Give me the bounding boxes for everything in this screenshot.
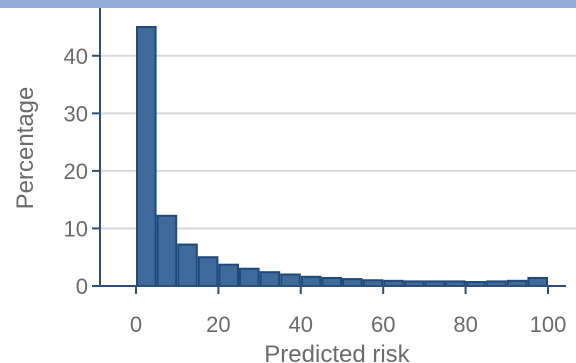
axes (92, 8, 566, 294)
x-axis-title: Predicted risk (264, 341, 410, 363)
top-header-band (0, 0, 576, 8)
histogram-bar (527, 276, 549, 288)
histogram-bar (342, 278, 363, 287)
tick-labels: 0 10 20 30 40 0 20 40 60 80 100 (64, 44, 567, 337)
y-tick-label: 20 (64, 159, 88, 184)
histogram-bar (280, 273, 301, 288)
histogram-bar (259, 271, 281, 288)
x-tick-label: 60 (371, 312, 395, 337)
histogram-bar (156, 214, 178, 288)
x-tick-label: 100 (530, 312, 567, 337)
y-tick-label: 0 (76, 274, 88, 299)
histogram-bar (136, 26, 157, 287)
histogram-bar (218, 263, 239, 287)
y-tick-label: 30 (64, 101, 88, 126)
grid-lines (100, 54, 576, 230)
x-tick-label: 0 (130, 312, 142, 337)
y-tick-label: 10 (64, 216, 88, 241)
histogram-bar (197, 256, 219, 288)
histogram-bar (177, 243, 198, 287)
histogram-bar (239, 267, 260, 288)
histogram-bar (300, 275, 322, 287)
y-tick-label: 40 (64, 44, 88, 69)
histogram-bars (136, 26, 549, 288)
histogram-bar (321, 276, 342, 288)
x-tick-label: 40 (289, 312, 313, 337)
y-axis-title: Percentage (12, 87, 39, 210)
x-tick-label: 80 (453, 312, 477, 337)
x-tick-label: 20 (206, 312, 230, 337)
